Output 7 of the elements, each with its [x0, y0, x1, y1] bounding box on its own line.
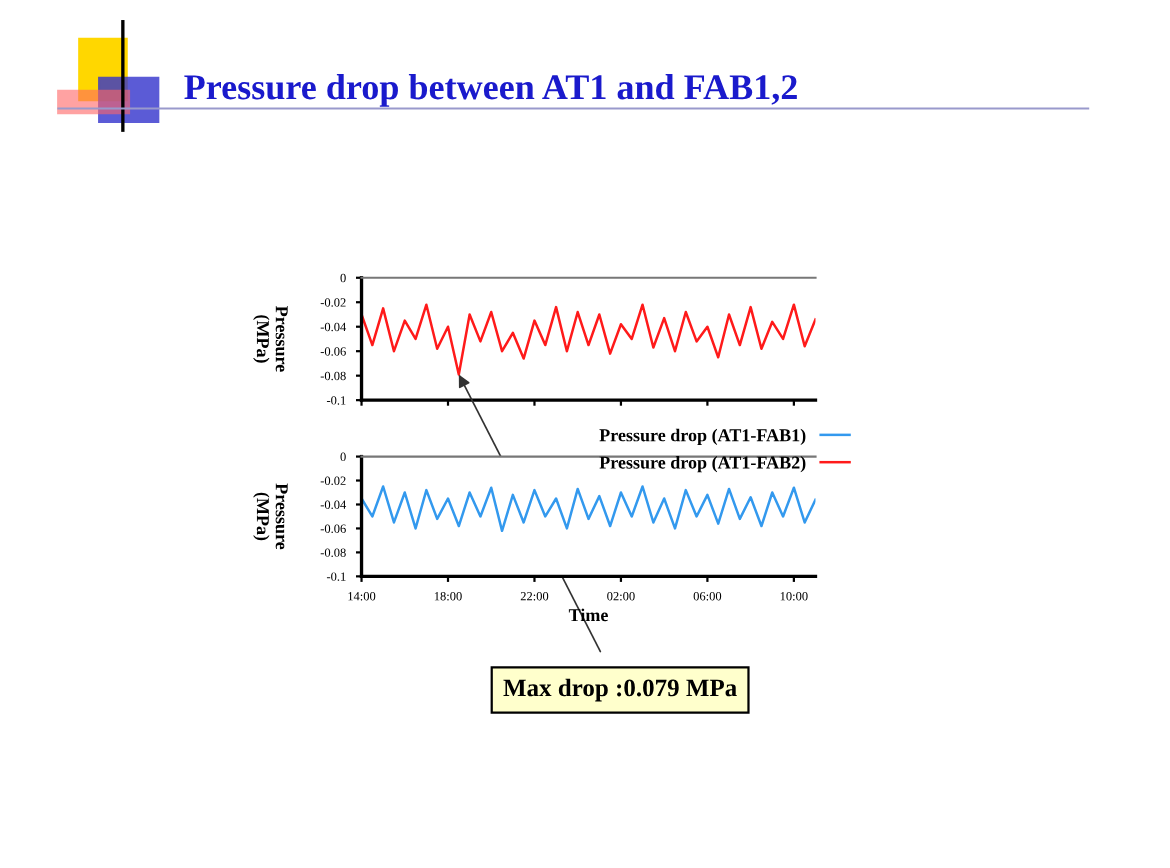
y-axis-title: Pressure (MPa) — [253, 483, 288, 550]
annotation: Max drop :0.079 MPa — [503, 678, 737, 702]
legend-label: Pressure drop (AT1-FAB2) — [599, 455, 806, 473]
legend-label: Pressure drop (AT1-FAB1) — [599, 428, 806, 446]
y-axis-title: Pressure (MPa) — [253, 305, 288, 372]
line-series — [361, 485, 816, 533]
chart-title: Pressure drop between AT1 and FAB1,2 — [184, 74, 797, 107]
